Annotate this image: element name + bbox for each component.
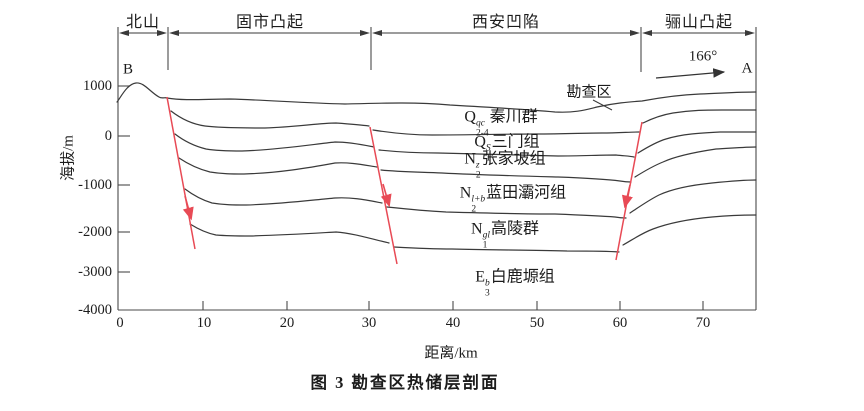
section-segment-xian-depression: 西安凹陷 (471, 14, 541, 31)
y-tick--4000: -4000 (78, 302, 112, 318)
x-axis-title: 距离/km (424, 345, 478, 362)
x-tick-50: 50 (529, 315, 545, 331)
bearing-label: 166° (688, 48, 718, 65)
horizon-lantianbahe-base (184, 179, 757, 219)
section-bar-arrowheads (119, 30, 755, 36)
section-segment-gushi-uplift: 固市凸起 (235, 14, 305, 31)
layer-superscript: z (475, 160, 480, 171)
bearing-arrow (655, 68, 726, 79)
fault-line-2 (369, 126, 398, 265)
layer-superscript: S (485, 143, 491, 154)
y-tick--1000: -1000 (78, 177, 112, 193)
y-tick--2000: -2000 (78, 224, 112, 240)
x-tick-20: 20 (279, 315, 295, 331)
layer-subscript: 2 (475, 170, 481, 181)
layer-superscript: gl (482, 230, 490, 241)
horizon-qinchuan-base (170, 109, 757, 136)
layer-name: 白鹿塬组 (490, 268, 555, 286)
layer-subscript: 2-4 (475, 128, 489, 139)
x-tick-0: 0 (116, 315, 124, 331)
layer-superscript: b (485, 278, 490, 289)
y-axis-title: 海拔/m (60, 135, 77, 181)
endpoint-a-label: A (741, 60, 753, 77)
layer-superscript: qc (475, 118, 485, 129)
horizon-sanmen-base (174, 131, 757, 158)
x-tick-40: 40 (445, 315, 461, 331)
layer-name: 张家坡组 (481, 150, 546, 168)
horizon-gaoling-base (189, 214, 757, 253)
faults (166, 96, 643, 265)
section-segment-beishan: 北山 (125, 14, 161, 31)
fault-line-1 (166, 96, 196, 250)
layer-subscript: 2 (471, 204, 477, 215)
layer-subscript: 1 (482, 240, 488, 251)
layer-name: 高陵群 (490, 220, 539, 238)
y-tick-0: 0 (104, 128, 112, 144)
layer-symbol: N (459, 184, 472, 202)
fault-2-downthrow-arrow (380, 183, 392, 208)
endpoint-b-label: B (122, 61, 134, 78)
layer-name: 秦川群 (489, 108, 538, 126)
horizon-zhangjiapo-base (178, 146, 757, 183)
section-segment-lishan-uplift: 骊山凸起 (664, 14, 734, 31)
survey-area-leader-line (592, 99, 613, 111)
x-tick-70: 70 (695, 315, 711, 331)
x-axis-ticks (202, 301, 704, 310)
layer-symbol: Q (464, 108, 476, 126)
layer-name: 蓝田灞河组 (486, 184, 567, 202)
x-tick-30: 30 (361, 315, 377, 331)
fault-3-downthrow-arrow (621, 184, 633, 209)
stratigraphic-horizons (116, 82, 757, 253)
layer-superscript: l+b (471, 194, 486, 205)
layer-name: 三门组 (491, 133, 540, 151)
y-axis-ticks (118, 85, 130, 273)
layer-symbol: N (464, 150, 476, 168)
ground-surface-curve (116, 82, 757, 113)
x-tick-10: 10 (196, 315, 212, 331)
layer-symbol: E (475, 268, 486, 286)
layer-label-sanmen: Q S 1 三门组 (474, 128, 539, 165)
fault-1-downthrow-arrow (182, 195, 194, 221)
layer-symbol: N (471, 220, 483, 238)
survey-area-label: 勘查区 (566, 84, 612, 101)
x-tick-60: 60 (612, 315, 628, 331)
plot-frame (117, 27, 757, 311)
y-tick-1000: 1000 (83, 78, 112, 94)
layer-symbol: Q (474, 133, 486, 151)
figure-caption: 图 3 勘查区热储层剖面 (310, 373, 500, 392)
y-tick--3000: -3000 (78, 264, 112, 280)
layer-subscript: 3 (485, 288, 490, 299)
layer-subscript: 1 (485, 153, 491, 164)
